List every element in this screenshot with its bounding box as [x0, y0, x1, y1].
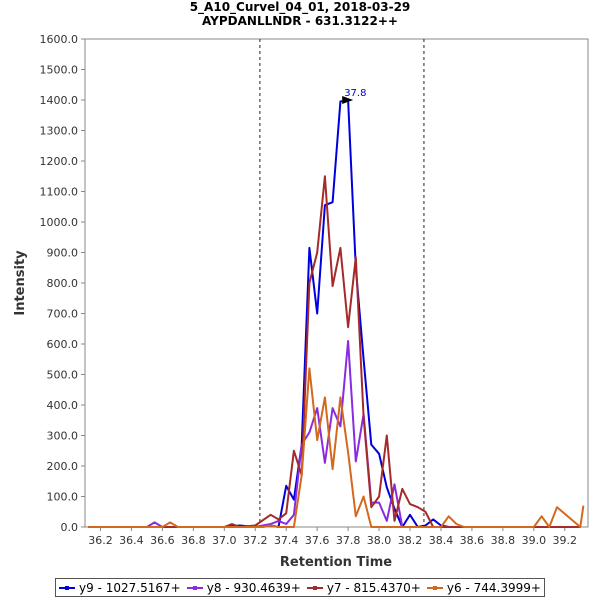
legend-item: y6 - 744.3999+	[426, 580, 541, 595]
x-tick-label: 38.6	[460, 534, 485, 547]
y-tick-label: 100.0	[47, 491, 79, 504]
x-axis-label: Retention Time	[280, 555, 392, 570]
chart-title: 5_A10_Curvel_04_01, 2018-03-29	[190, 0, 411, 15]
plot-area	[84, 38, 589, 528]
y-tick-label: 1200.0	[40, 155, 79, 168]
x-axis: 36.2 36.4 36.6 36.8 37.0 37.2 37.4 37.6 37.8 38.0…	[88, 527, 577, 547]
x-tick-label: 36.8	[181, 534, 206, 547]
y-tick-label: 200.0	[47, 460, 79, 473]
y-tick-label: 1500.0	[40, 64, 79, 77]
y-tick-label: 700.0	[47, 308, 79, 321]
y-tick-label: 600.0	[47, 338, 79, 351]
x-tick-label: 38.8	[491, 534, 516, 547]
legend-label: y9 - 1027.5167+	[79, 580, 181, 595]
legend-label: y8 - 930.4639+	[206, 580, 301, 595]
legend-label: y7 - 815.4370+	[326, 580, 421, 595]
y-tick-label: 1300.0	[40, 125, 79, 138]
legend-swatch	[59, 585, 76, 590]
x-tick-label: 36.6	[150, 534, 175, 547]
legend-item: y8 - 930.4639+	[186, 580, 301, 595]
x-tick-label: 37.6	[305, 534, 330, 547]
y-tick-label: 1600.0	[40, 33, 79, 46]
x-tick-label: 37.2	[243, 534, 268, 547]
y-tick-label: 500.0	[47, 369, 79, 382]
y-tick-label: 1400.0	[40, 94, 79, 107]
x-tick-label: 38.4	[429, 534, 454, 547]
y-axis-label: Intensity	[13, 250, 28, 316]
y-tick-label: 0.0	[61, 521, 79, 534]
legend-item: y9 - 1027.5167+	[59, 581, 181, 595]
legend-swatch	[186, 585, 203, 590]
y-tick-label: 1000.0	[40, 216, 79, 229]
peak-annotation: 37.8	[342, 88, 366, 104]
peak-label: 37.8	[344, 88, 366, 99]
legend-label: y6 - 744.3999+	[446, 580, 541, 595]
x-tick-label: 37.4	[274, 534, 299, 547]
y-tick-label: 400.0	[47, 399, 79, 412]
y-axis: 0.0 100.0 200.0 300.0 400.0 500.0 600.0 700.0 80…	[40, 33, 85, 534]
series-line-y6	[88, 367, 585, 528]
x-tick-label: 36.4	[119, 534, 144, 547]
x-tick-label: 36.2	[88, 534, 113, 547]
peak-arrow-icon	[342, 96, 354, 104]
y-tick-label: 800.0	[47, 277, 79, 290]
y-tick-label: 900.0	[47, 247, 79, 260]
chart-subtitle: AYPDANLLNDR - 631.3122++	[202, 14, 398, 28]
x-tick-label: 37.8	[336, 534, 361, 547]
x-tick-label: 38.0	[367, 534, 392, 547]
legend-swatch	[306, 585, 323, 590]
legend-swatch	[426, 585, 443, 590]
series-line-y7	[88, 175, 581, 528]
x-tick-label: 39.0	[522, 534, 547, 547]
y-tick-label: 1100.0	[40, 186, 79, 199]
x-tick-label: 39.2	[553, 534, 578, 547]
y-tick-label: 300.0	[47, 430, 79, 443]
legend: y9 - 1027.5167+ y8 - 930.4639+ y7 - 815.43…	[55, 578, 545, 597]
x-tick-label: 38.2	[398, 534, 423, 547]
x-tick-label: 37.0	[212, 534, 237, 547]
legend-item: y7 - 815.4370+	[306, 580, 421, 595]
